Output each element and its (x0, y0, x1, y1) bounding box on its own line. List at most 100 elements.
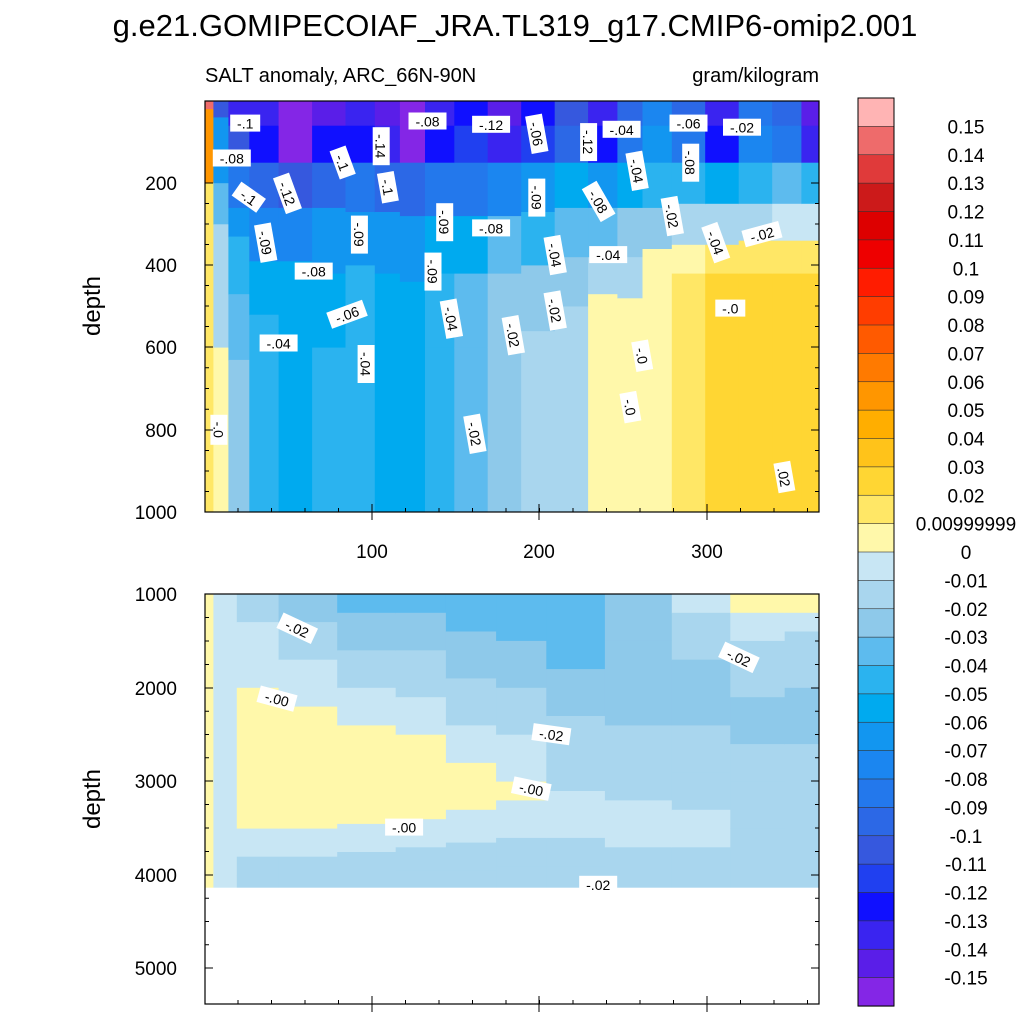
heatmap-cell (445, 594, 497, 633)
colorbar-swatch (857, 182, 895, 213)
colorbar-swatch (857, 523, 895, 553)
heatmap-cell (249, 125, 280, 164)
heatmap-cell (399, 125, 426, 164)
heatmap-cell (374, 101, 401, 127)
heatmap-cell (784, 791, 819, 889)
heatmap-cell (546, 669, 606, 717)
heatmap-cell (205, 109, 214, 184)
colorbar-label: -0.11 (945, 855, 987, 876)
contour-label: -.02 (531, 723, 572, 746)
heatmap-cell (604, 847, 673, 876)
contour-label-box (589, 246, 628, 264)
contour-label-text: -.09 (351, 223, 367, 247)
heatmap-cell (337, 650, 397, 689)
contour-label-text: -.08 (220, 151, 244, 167)
heatmap-cell (604, 875, 673, 889)
contour-label-text: -.12 (275, 179, 298, 207)
heatmap-cell (671, 273, 706, 512)
contour-label-box (619, 390, 642, 424)
colorbar-label: -0.15 (944, 969, 987, 990)
heatmap-cell (213, 594, 238, 670)
contour-label-box (773, 460, 796, 494)
contour-label: -.1 (329, 145, 356, 180)
heatmap-cell (337, 725, 397, 825)
contour-label-box (259, 334, 298, 352)
contour-label-text: .02 (774, 466, 793, 488)
contour-label-text: -.0 (210, 422, 226, 439)
heatmap-cell (278, 875, 338, 889)
heatmap-cell (445, 762, 497, 811)
heatmap-cell (588, 294, 618, 512)
y-tick-label: 600 (145, 338, 177, 359)
contour-label: -.09 (350, 215, 368, 254)
contour-label: -.12 (580, 123, 598, 162)
heatmap-cell (604, 800, 673, 848)
contour-label-box (669, 114, 708, 132)
colorbar-label: -0.13 (944, 912, 987, 933)
heatmap-cell (345, 125, 376, 164)
contour-label-text: -.12 (580, 130, 596, 154)
heatmap-cell (399, 347, 426, 512)
upper-y-ticks: 200 400 600 800 1000 (135, 174, 819, 524)
heatmap-cell (395, 697, 447, 736)
heatmap-cell (425, 347, 455, 512)
heatmap-cell (730, 594, 786, 614)
contour-label-text: -.14 (373, 134, 389, 158)
contour-label: -.0 (715, 299, 746, 317)
upper-heatmap-cells (205, 101, 819, 512)
heatmap-cell (278, 828, 338, 858)
contour-label: -.02 (543, 290, 567, 331)
colorbar-label: -0.09 (944, 798, 987, 819)
contour-label-box (256, 685, 298, 712)
contour-label: -.02 (723, 118, 761, 136)
y-tick-label: 5000 (135, 959, 177, 980)
heatmap-cell (642, 125, 673, 164)
contour-label: -.09 (254, 222, 278, 263)
heatmap-cell (236, 650, 280, 689)
heatmap-cell (671, 847, 731, 876)
heatmap-cell (801, 240, 819, 275)
contour-label-box (326, 299, 368, 329)
colorbar-swatch (857, 948, 895, 979)
heatmap-cell (784, 631, 819, 689)
contour-label-text: -.04 (545, 242, 565, 269)
contour-label-text: -.08 (415, 114, 439, 130)
contour-label: -.08 (294, 262, 333, 280)
upper-x-ticks: 100 200 300 (237, 504, 808, 563)
contour-label: -.00 (510, 776, 552, 801)
contour-label-box (580, 123, 598, 162)
heatmap-cell (705, 162, 740, 205)
heatmap-cell (772, 125, 803, 164)
colorbar-swatch (857, 977, 895, 1007)
heatmap-cell (496, 866, 547, 889)
contour-label-box (682, 143, 700, 182)
contour-label-box (329, 145, 356, 180)
colorbar-label: 0.15 (948, 117, 985, 138)
heatmap-cell (772, 162, 803, 205)
y-tick-label: 2000 (135, 679, 177, 700)
y-tick-label: 1000 (135, 503, 177, 524)
contour-label: -.09 (424, 252, 442, 291)
heatmap-cell (671, 809, 731, 848)
contour-label: -.02 (741, 220, 783, 248)
contour-label-text: -.09 (528, 186, 544, 210)
heatmap-cell (399, 162, 426, 217)
y-tick-label: 200 (145, 174, 177, 195)
heatmap-cell (278, 125, 313, 164)
contour-label-box (294, 262, 333, 280)
heatmap-cell (236, 828, 280, 858)
heatmap-cell (213, 101, 230, 118)
heatmap-cell (642, 101, 673, 127)
y-tick-label: 400 (145, 256, 177, 277)
heatmap-cell (671, 875, 731, 889)
colorbar-label: 0.05 (948, 401, 985, 422)
contour-label-text: -.04 (358, 352, 374, 376)
colorbar-label: -0.06 (944, 713, 987, 734)
heatmap-cell (784, 594, 819, 614)
colorbar-swatch (857, 721, 895, 752)
heatmap-cell (205, 183, 214, 308)
upper-panel: -.1-.08-.1 -.12-.09-.1-.14-.1-.08-.09-.08… (79, 100, 820, 563)
heatmap-cell (395, 650, 447, 698)
contour-label-text: -.0 (722, 301, 739, 317)
